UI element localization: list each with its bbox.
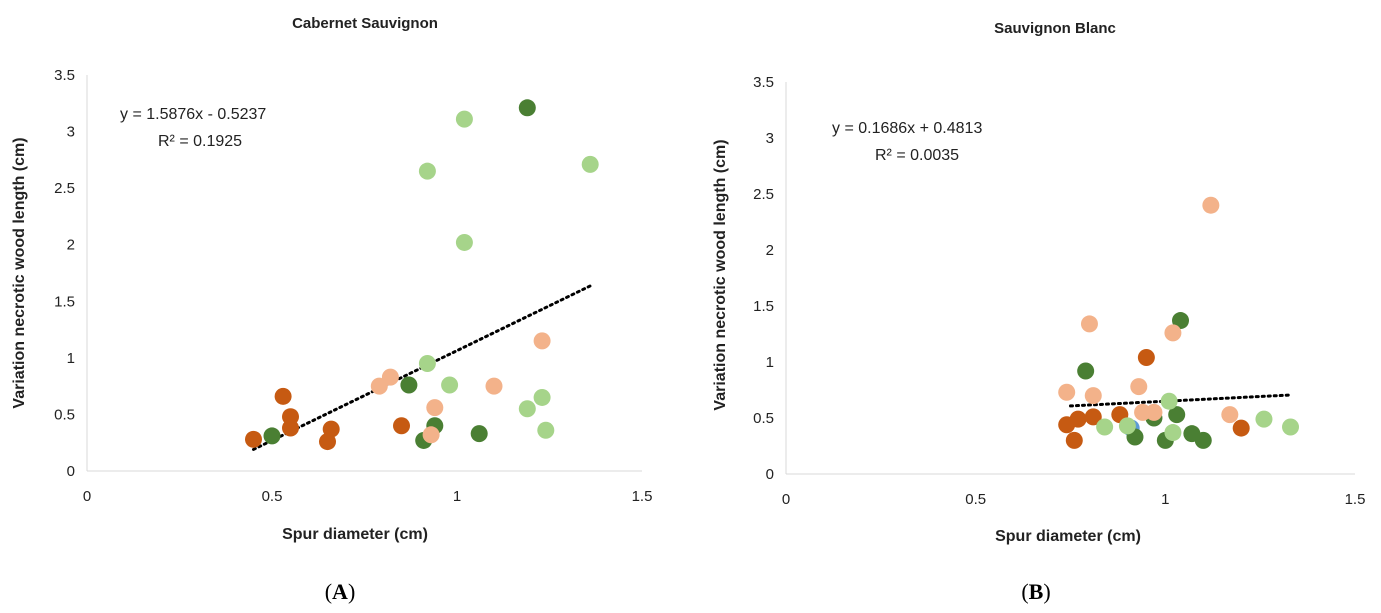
data-point (1084, 387, 1102, 405)
data-point (1077, 362, 1095, 380)
x-axis-label: Spur diameter (cm) (282, 526, 428, 543)
trendline (1069, 393, 1293, 408)
y-tick-label: 0.5 (54, 406, 75, 423)
trendline-equation: y = 0.1686x + 0.4813 (832, 120, 982, 137)
y-tick-label: 3.5 (54, 67, 75, 84)
data-point (1232, 419, 1250, 437)
data-point (1168, 406, 1186, 424)
data-point (581, 155, 599, 173)
panel-letter: A (332, 579, 348, 604)
panel-letter: B (1029, 579, 1044, 604)
chart-title: Sauvignon Blanc (994, 20, 1116, 37)
data-point (518, 400, 536, 418)
panel-label-b: (B) (1021, 579, 1050, 604)
x-tick-label: 0 (782, 491, 790, 508)
r-squared-label: R² = 0.0035 (875, 147, 959, 164)
x-tick-label: 0.5 (262, 488, 283, 505)
y-tick-label: 0 (67, 463, 75, 480)
data-point (537, 421, 555, 439)
data-point (1202, 196, 1220, 214)
data-point (418, 355, 436, 373)
x-tick-label: 1.5 (1345, 491, 1366, 508)
data-point (533, 332, 551, 350)
y-tick-label: 2.5 (753, 186, 774, 203)
x-axis-label: Spur diameter (cm) (995, 528, 1141, 545)
data-point (1172, 312, 1190, 330)
r-squared-label: R² = 0.1925 (158, 133, 242, 150)
data-point (518, 99, 536, 117)
y-tick-label: 2 (766, 242, 774, 259)
data-point (533, 388, 551, 406)
data-point (1145, 403, 1163, 421)
data-point (400, 376, 418, 394)
x-tick-label: 1.5 (632, 488, 653, 505)
y-axis-label: Variation necrotic wood length (cm) (11, 137, 28, 408)
data-point (485, 377, 503, 395)
panel-b: Sauvignon Blanc Spur diameter (cm) Varia… (712, 20, 1365, 545)
x-tick-label: 1 (1161, 491, 1169, 508)
data-point (381, 368, 399, 386)
data-point (1069, 410, 1087, 428)
panel-label-a: (A) (325, 579, 356, 604)
data-point (393, 417, 410, 435)
y-tick-label: 3 (67, 124, 75, 141)
trendline-equation: y = 1.5876x - 0.5237 (120, 106, 266, 123)
data-point (426, 399, 444, 417)
y-axis-label: Variation necrotic wood length (cm) (712, 139, 729, 410)
data-point (1221, 406, 1239, 424)
data-points (245, 99, 599, 451)
y-tick-label: 0.5 (753, 410, 774, 427)
x-tick-label: 1 (453, 488, 461, 505)
data-point (245, 430, 262, 448)
data-point (441, 376, 459, 394)
y-tick-label: 3.5 (753, 74, 774, 91)
x-tick-label: 0.5 (965, 491, 986, 508)
data-point (1084, 408, 1102, 426)
data-point (1160, 392, 1178, 410)
data-point (1137, 349, 1155, 367)
y-tick-label: 2 (67, 237, 75, 254)
data-point (1130, 378, 1148, 396)
y-tick-label: 0 (766, 466, 774, 483)
data-point (322, 420, 340, 438)
x-tick-label: 0 (83, 488, 91, 505)
axes: 0 0.5 1 1.5 0 0.5 1 1.5 2 2.5 3 3.5 (54, 67, 652, 505)
data-point (1164, 324, 1182, 342)
y-tick-label: 3 (766, 130, 774, 147)
data-point (1096, 418, 1114, 436)
data-points (1058, 196, 1300, 449)
data-point (1080, 315, 1098, 333)
data-point (1255, 410, 1273, 428)
data-point (1194, 431, 1212, 449)
y-tick-label: 1 (766, 354, 774, 371)
data-point (1282, 418, 1300, 436)
y-tick-label: 1.5 (54, 293, 75, 310)
data-point (274, 387, 292, 405)
data-point (282, 419, 299, 437)
data-point (455, 233, 473, 251)
data-point (1118, 417, 1136, 435)
panel-a: Cabernet Sauvignon Spur diameter (cm) Va… (11, 15, 652, 543)
y-tick-label: 1.5 (753, 298, 774, 315)
chart-title: Cabernet Sauvignon (292, 15, 438, 32)
data-point (1058, 383, 1076, 401)
data-point (470, 425, 488, 443)
axes: 0 0.5 1 1.5 0 0.5 1 1.5 2 2.5 3 3.5 (753, 74, 1365, 508)
y-tick-label: 2.5 (54, 180, 75, 197)
y-tick-label: 1 (67, 350, 75, 367)
data-point (455, 110, 473, 128)
data-point (1164, 424, 1182, 442)
data-point (422, 426, 440, 444)
data-point (1065, 431, 1083, 449)
data-point (263, 427, 281, 445)
data-point (418, 162, 436, 180)
